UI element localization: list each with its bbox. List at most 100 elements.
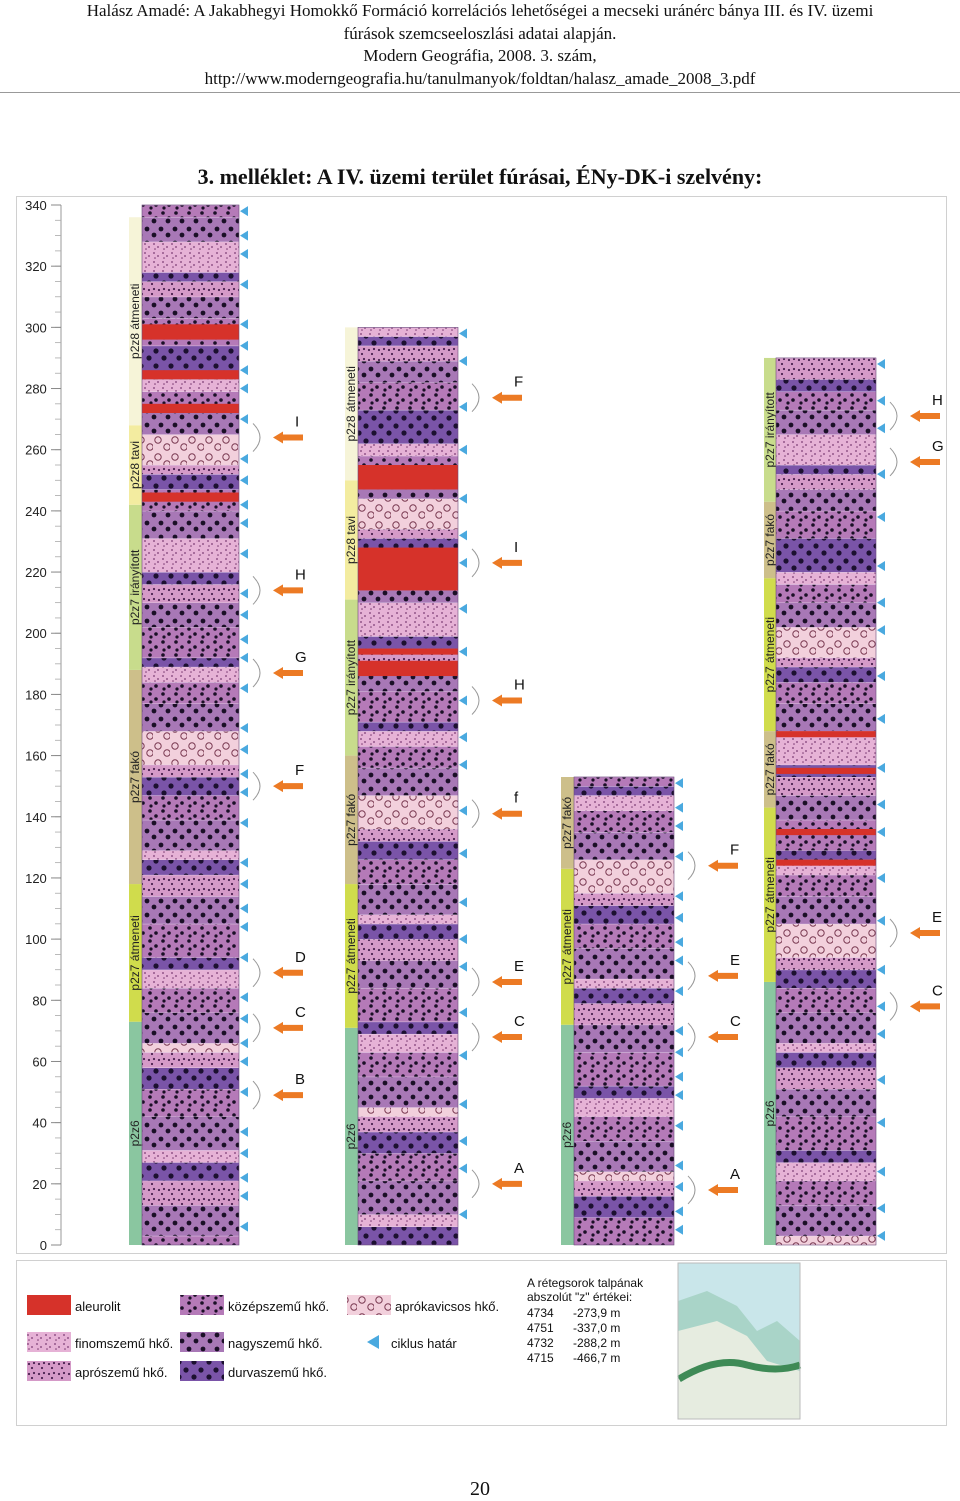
correlation-marker-label: G [295, 649, 307, 666]
lithology-layer [142, 819, 239, 851]
lithology-layer [142, 217, 239, 242]
lithology-layer [142, 1180, 239, 1206]
lithology-layer [142, 241, 239, 273]
lithology-layer [142, 657, 239, 667]
correlation-marker-label: D [295, 949, 306, 966]
borehole-section: 3403203002802602402202001801601401201008… [25, 198, 944, 1274]
lithology-layer [776, 434, 876, 465]
cycle-boundary-marker [459, 401, 467, 412]
lithology-layer [358, 345, 458, 361]
lithology-layer [776, 896, 876, 924]
lithology-layer [574, 810, 674, 833]
lithology-layer [574, 1196, 674, 1218]
cycle-boundary-marker [240, 383, 248, 394]
map-formation-band [677, 1359, 802, 1383]
section-panel: 340 320 300 280 260 240 220 200 180 160 140 120 100 8… [16, 196, 947, 1274]
lithology-layer [142, 666, 239, 683]
lithology-layer [776, 795, 876, 820]
correlation-marker-label: F [730, 842, 739, 859]
lithology-layer [142, 703, 239, 732]
cycle-boundary-marker [240, 1038, 248, 1049]
cycle-boundary-marker [240, 634, 248, 645]
lithology-layer [358, 795, 458, 829]
z-table-well: 4715 [527, 1351, 554, 1365]
cycle-boundary-marker [675, 1120, 683, 1131]
lithology-layer [358, 636, 458, 649]
depth-axis-tick-label: 300 [25, 320, 47, 335]
lithology-layer [358, 884, 458, 915]
depth-axis-tick-label: 240 [25, 504, 47, 519]
zone-label: p2z7 irányított [763, 391, 777, 467]
legend-item-pebble: aprókavicsos hkő. [347, 1295, 499, 1315]
lithology-layer [142, 510, 239, 539]
lithology-layer [776, 777, 876, 796]
zone-band [345, 1027, 358, 1245]
correlation-marker-label: H [295, 566, 306, 583]
lithology-layer [358, 1131, 458, 1154]
header-line-1: Halász Amadé: A Jakabhegyi Homokkő Formá… [86, 1, 874, 20]
cycle-boundary-marker [877, 1230, 885, 1241]
zone-band [345, 480, 358, 600]
cycle-boundary-marker [240, 248, 248, 259]
lithology-layer [358, 327, 458, 337]
cycle-boundary-marker [877, 625, 885, 636]
borehole-outline [357, 327, 459, 1246]
aleurolit-layer [142, 492, 239, 502]
legend-label: nagyszemű hkő. [228, 1336, 323, 1351]
cycle-boundary-marker [459, 897, 467, 908]
cycle-boundary-marker [675, 1206, 683, 1217]
zone-band [345, 599, 358, 756]
lithology-layer [358, 1052, 458, 1077]
correlation-arrow [273, 431, 303, 444]
cycle-boundary-marker [877, 560, 885, 571]
lithology-layer [142, 281, 239, 297]
lithology-layer [574, 859, 674, 894]
lithology-layer [776, 465, 876, 475]
cycle-bracket [471, 967, 480, 997]
zone-band [129, 669, 142, 885]
zone-band [764, 981, 777, 1245]
lithology-layer [776, 510, 876, 539]
lithology-layer [142, 795, 239, 820]
cycle-boundary-marker [675, 851, 683, 862]
lithology-layer [574, 905, 674, 924]
lithology-layer [142, 1235, 239, 1245]
lithology-layer [776, 357, 876, 380]
legend-label: középszemű hkő. [228, 1299, 329, 1314]
correlation-arrow [492, 1177, 522, 1190]
cycle-boundary-marker [675, 1181, 683, 1192]
correlation-marker-label: F [295, 762, 304, 779]
lithology-layer [142, 296, 239, 319]
header-line-4: http://www.moderngeografia.hu/tanulmanyo… [204, 68, 756, 88]
cycle-boundary-marker [459, 759, 467, 770]
cycle-boundary-marker [240, 475, 248, 486]
correlation-marker-label: E [514, 958, 524, 975]
zone-label: p2z7 irányított [344, 639, 358, 715]
lithology-layer [358, 1021, 458, 1034]
cycle-bracket [889, 992, 898, 1021]
cycle-boundary-marker [240, 1056, 248, 1067]
cycle-boundary-marker [675, 778, 683, 789]
legend-item-red: aleurolit [27, 1295, 121, 1315]
lithology-layer [776, 1012, 876, 1044]
zone-label: p2z7 átmeneti [763, 857, 777, 932]
lithology-layer [574, 1098, 674, 1117]
depth-axis-tick-label: 160 [25, 749, 47, 764]
cycle-boundary-marker [877, 512, 885, 522]
lithology-layer [358, 960, 458, 989]
z-table-value: -466,7 m [573, 1351, 620, 1365]
lithology-layer [358, 1076, 458, 1108]
correlation-arrow [910, 455, 940, 468]
legend-swatch [180, 1361, 224, 1381]
zone-label: p2z7 átmeneti [560, 909, 574, 984]
cycle-boundary-marker [240, 857, 248, 868]
cycle-boundary-marker [240, 414, 248, 425]
zone-label: p2z8 átmeneti [344, 366, 358, 441]
depth-axis-tick-label: 20 [32, 1177, 46, 1192]
cycle-boundary-marker [240, 548, 248, 559]
lithology-layer [358, 409, 458, 444]
zone-label: p2z7 fakó [128, 751, 142, 803]
lithology-layer [574, 1180, 674, 1197]
cycle-boundary-marker [877, 799, 885, 810]
depth-axis-tick-label: 280 [25, 382, 47, 397]
